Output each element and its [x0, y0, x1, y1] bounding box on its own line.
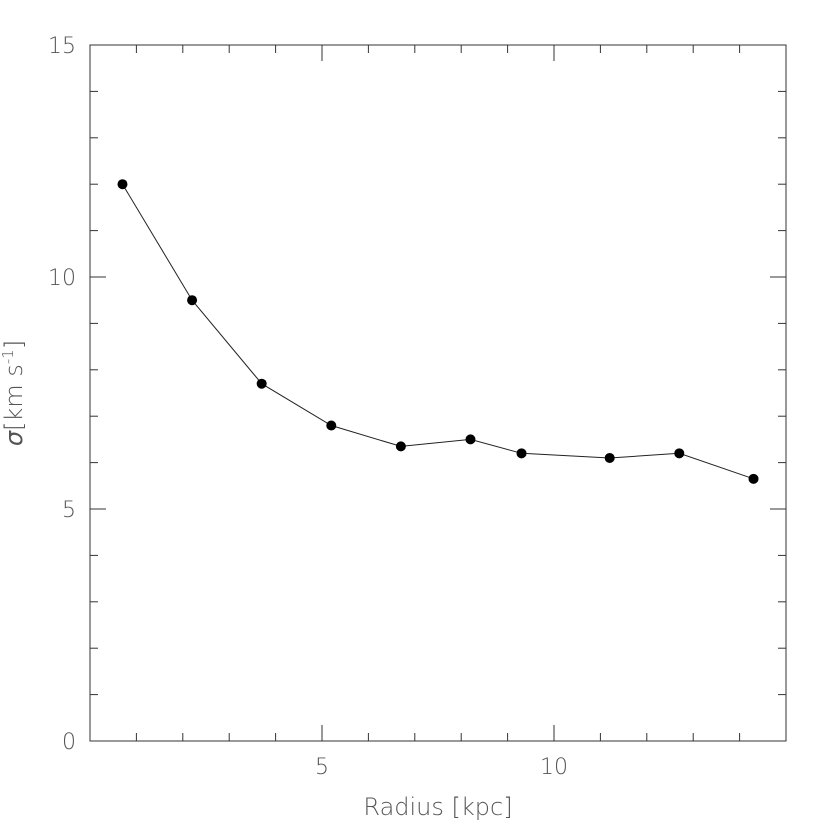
y-tick-label: 15 — [48, 34, 76, 59]
data-point — [326, 420, 337, 431]
y-axis-label: σ[km s-1] — [0, 340, 28, 446]
plot-frame — [89, 44, 787, 742]
y-axis-label-text: [km s — [0, 364, 28, 431]
y-tick-label: 5 — [62, 498, 76, 523]
x-axis-label: Radius [kpc] — [363, 793, 512, 821]
data-point — [187, 295, 198, 306]
y-axis-label-superscript: -1 — [0, 349, 17, 364]
x-tick-label: 5 — [315, 755, 329, 780]
data-point — [395, 441, 406, 452]
y-tick-label: 10 — [48, 266, 76, 291]
x-tick-label: 10 — [540, 755, 568, 780]
axis-ticks — [90, 44, 786, 742]
data-point — [604, 452, 615, 463]
series-line — [122, 183, 754, 480]
tick-labels: 5 10 0 5 10 15 — [48, 34, 568, 780]
data-point — [256, 378, 267, 389]
data-point — [465, 434, 476, 445]
y-axis-label-symbol: σ — [0, 430, 28, 446]
y-tick-label: 0 — [62, 730, 76, 755]
data-point — [674, 448, 685, 459]
data-point — [748, 473, 759, 484]
data-point — [117, 179, 128, 190]
data-points — [117, 179, 759, 484]
y-axis-label-end: ] — [0, 340, 28, 349]
data-point — [516, 448, 527, 459]
